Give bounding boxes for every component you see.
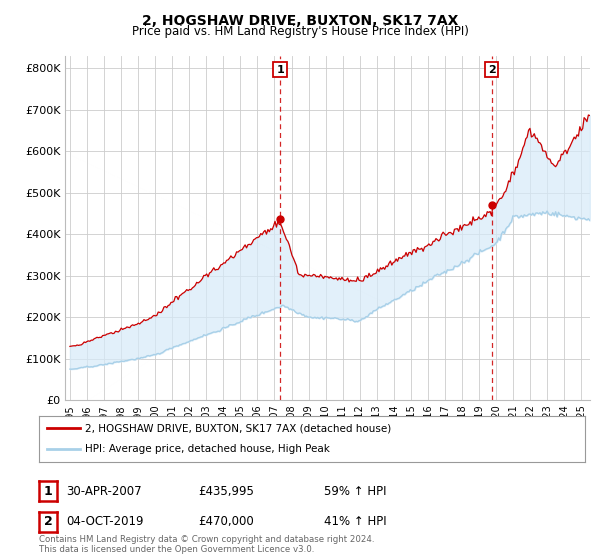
Text: 41% ↑ HPI: 41% ↑ HPI bbox=[324, 515, 386, 529]
Text: £470,000: £470,000 bbox=[198, 515, 254, 529]
Text: 04-OCT-2019: 04-OCT-2019 bbox=[66, 515, 143, 529]
Text: Price paid vs. HM Land Registry's House Price Index (HPI): Price paid vs. HM Land Registry's House … bbox=[131, 25, 469, 38]
Text: HPI: Average price, detached house, High Peak: HPI: Average price, detached house, High… bbox=[85, 445, 330, 455]
Text: 2: 2 bbox=[488, 64, 496, 74]
Text: 2: 2 bbox=[44, 515, 52, 529]
Text: £435,995: £435,995 bbox=[198, 484, 254, 498]
Text: 2, HOGSHAW DRIVE, BUXTON, SK17 7AX (detached house): 2, HOGSHAW DRIVE, BUXTON, SK17 7AX (deta… bbox=[85, 423, 392, 433]
Text: 1: 1 bbox=[44, 484, 52, 498]
Text: 1: 1 bbox=[276, 64, 284, 74]
Text: 2, HOGSHAW DRIVE, BUXTON, SK17 7AX: 2, HOGSHAW DRIVE, BUXTON, SK17 7AX bbox=[142, 14, 458, 28]
Text: 30-APR-2007: 30-APR-2007 bbox=[66, 484, 142, 498]
Text: 59% ↑ HPI: 59% ↑ HPI bbox=[324, 484, 386, 498]
Text: Contains HM Land Registry data © Crown copyright and database right 2024.
This d: Contains HM Land Registry data © Crown c… bbox=[39, 535, 374, 554]
